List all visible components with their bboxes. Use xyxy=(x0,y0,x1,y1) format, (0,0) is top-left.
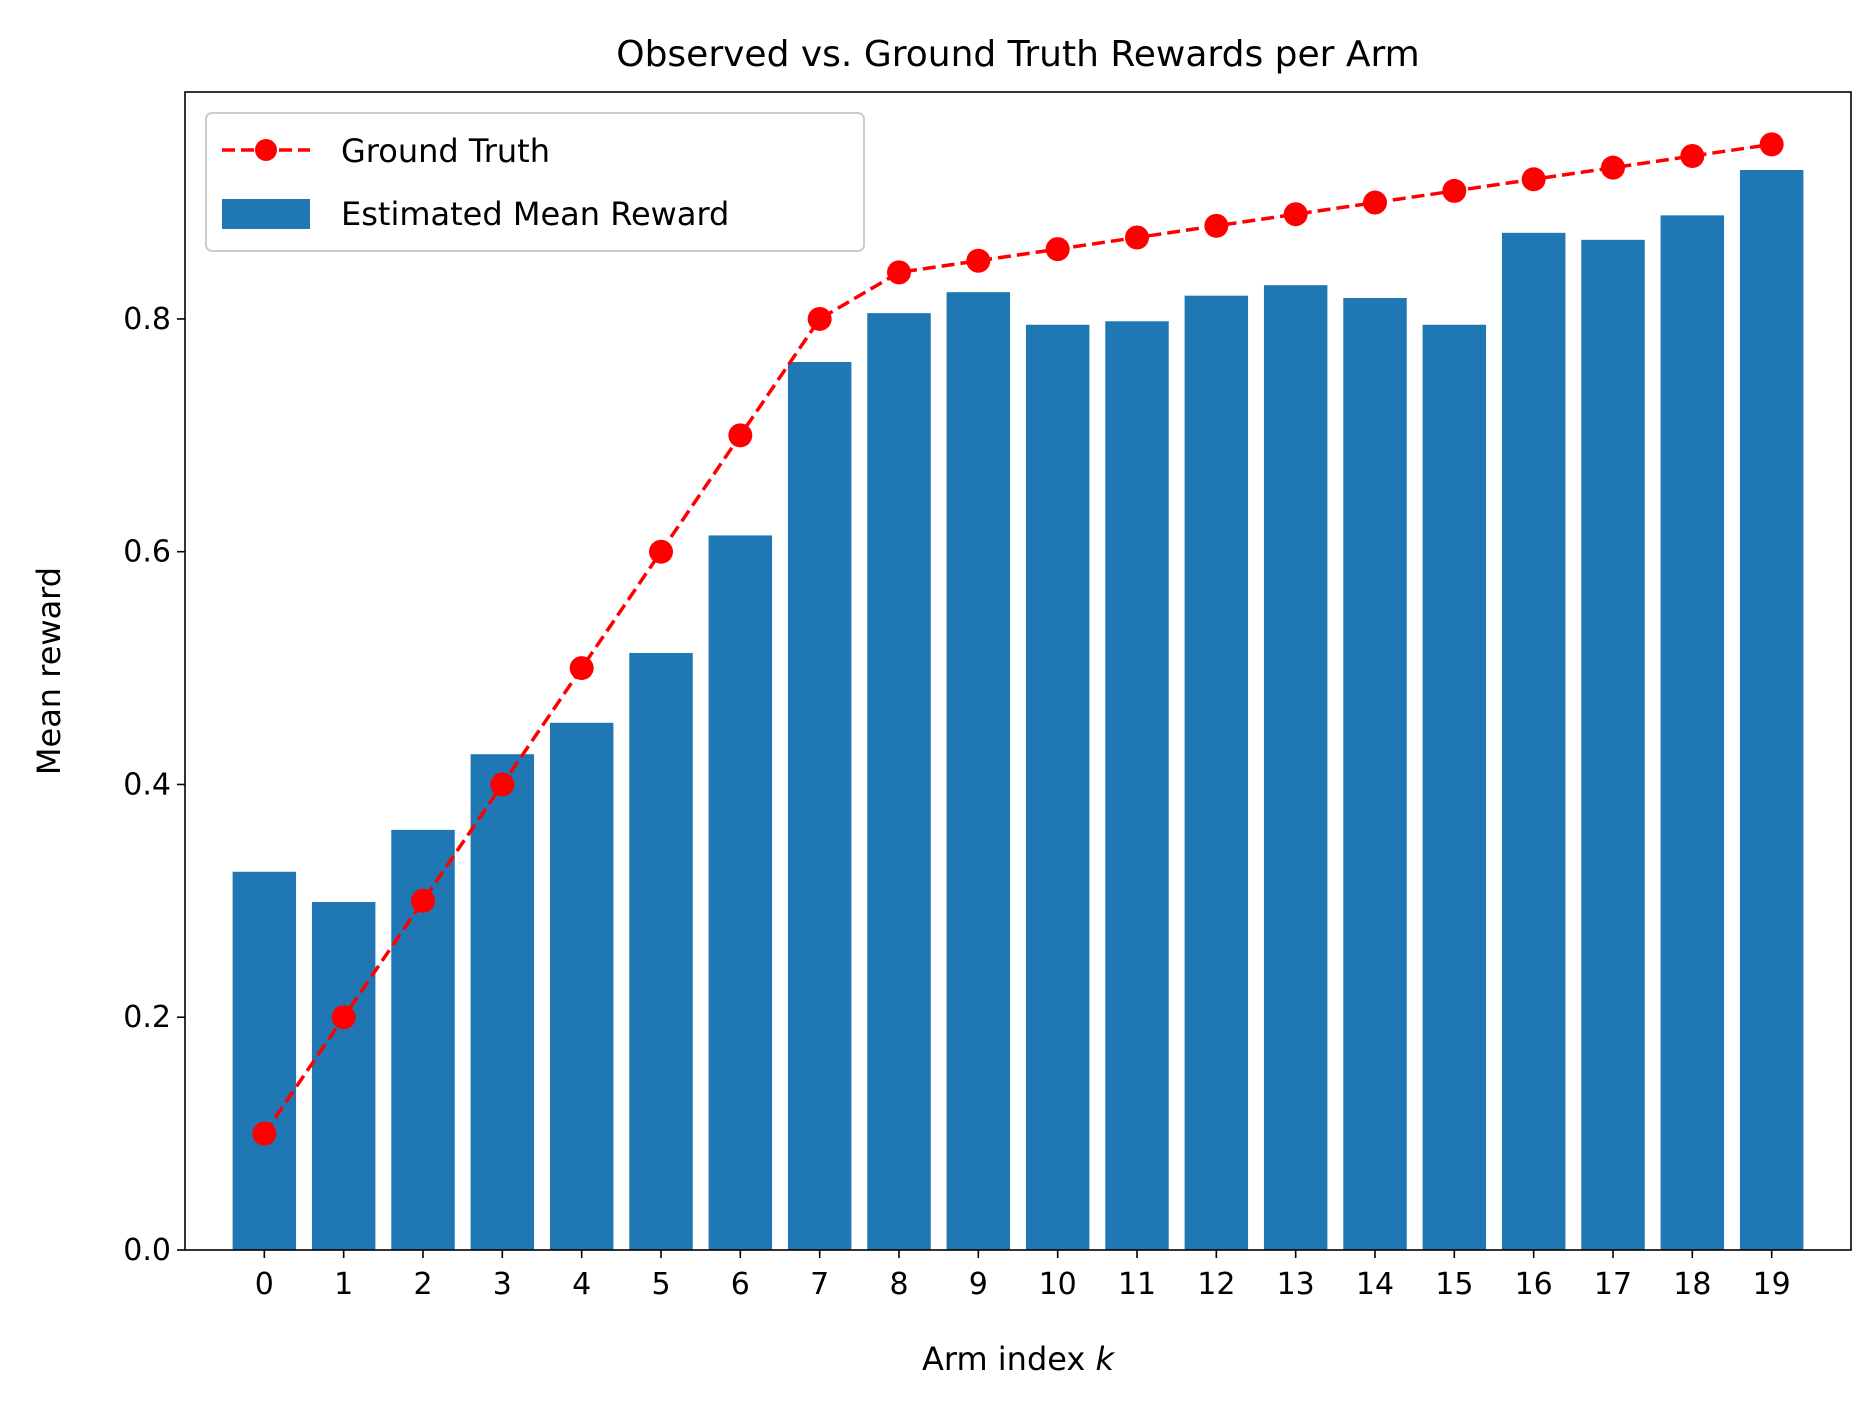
ground-truth-point-arm-11 xyxy=(1125,225,1149,250)
x-tick-label: 12 xyxy=(1197,1267,1235,1302)
ground-truth-point-arm-13 xyxy=(1283,202,1308,227)
bars-layer xyxy=(232,169,1804,1251)
bar-arm-6 xyxy=(708,535,773,1250)
ground-truth-point-arm-6 xyxy=(728,423,753,448)
bar-arm-14 xyxy=(1343,298,1407,1250)
x-tick-label: 15 xyxy=(1435,1267,1473,1302)
x-tick-label: 7 xyxy=(810,1267,829,1302)
bar-arm-11 xyxy=(1105,321,1169,1250)
y-axis: 0.0 0.2 0.4 0.6 0.8 xyxy=(123,302,185,1268)
ground-truth-point-arm-1 xyxy=(331,1005,356,1030)
bar-arm-3 xyxy=(470,754,535,1250)
bar-arm-4 xyxy=(549,722,614,1250)
y-tick-label: 0.0 xyxy=(123,1233,171,1268)
x-tick-label: 4 xyxy=(572,1267,591,1302)
ground-truth-point-arm-9 xyxy=(966,248,991,273)
ground-truth-point-arm-3 xyxy=(490,772,515,797)
x-axis-label: Arm index k xyxy=(922,1340,1116,1378)
plot-frame xyxy=(184,91,1852,1251)
ground-truth-point-arm-10 xyxy=(1045,237,1070,262)
ground-truth-point-arm-0 xyxy=(252,1121,277,1146)
x-tick-label: 18 xyxy=(1673,1267,1711,1302)
bar-arm-16 xyxy=(1501,232,1566,1250)
legend-ground-truth-label: Ground Truth xyxy=(341,132,550,170)
bar-arm-19 xyxy=(1739,169,1804,1251)
x-tick-label: 14 xyxy=(1356,1267,1394,1302)
bar-arm-18 xyxy=(1660,215,1725,1251)
legend-box xyxy=(205,112,865,252)
ground-truth-point-arm-12 xyxy=(1204,213,1229,238)
x-tick-label: 6 xyxy=(731,1267,750,1302)
x-tick-label: 0 xyxy=(255,1267,274,1302)
x-axis-label-text: Arm index xyxy=(922,1340,1096,1378)
bar-arm-9 xyxy=(946,292,1011,1250)
bar-arm-15 xyxy=(1422,324,1487,1250)
legend-estimated-swatch xyxy=(222,199,310,229)
bar-arm-7 xyxy=(787,362,852,1250)
legend: Ground Truth Estimated Mean Reward xyxy=(205,112,865,252)
y-tick-label: 0.4 xyxy=(123,767,171,802)
ground-truth-line xyxy=(262,142,1772,1135)
legend-ground-truth-marker xyxy=(255,139,277,161)
ground-truth-layer xyxy=(252,132,1784,1146)
x-tick-label: 17 xyxy=(1594,1267,1632,1302)
ground-truth-point-arm-7 xyxy=(807,306,832,331)
x-tick-label: 2 xyxy=(413,1267,432,1302)
bar-arm-10 xyxy=(1025,324,1090,1250)
chart-title: Observed vs. Ground Truth Rewards per Ar… xyxy=(616,34,1420,75)
ground-truth-point-arm-5 xyxy=(649,539,673,564)
bar-arm-13 xyxy=(1263,285,1328,1250)
bar-arm-17 xyxy=(1581,239,1645,1250)
bar-arm-8 xyxy=(867,313,931,1250)
x-tick-label: 13 xyxy=(1277,1267,1315,1302)
bar-arm-0 xyxy=(232,871,297,1250)
x-tick-label: 9 xyxy=(969,1267,988,1302)
ground-truth-point-arm-19 xyxy=(1759,132,1784,157)
bar-arm-5 xyxy=(629,652,693,1250)
ground-truth-point-arm-4 xyxy=(569,656,594,681)
ground-truth-point-arm-17 xyxy=(1601,155,1625,180)
x-tick-label: 10 xyxy=(1039,1267,1077,1302)
x-axis: 0 1 2 3 4 5 6 7 8 9 10 11 12 13 14 15 16 17 18 19 xyxy=(255,1250,1791,1302)
y-tick-label: 0.6 xyxy=(123,535,171,570)
legend-estimated-label: Estimated Mean Reward xyxy=(341,195,729,233)
ground-truth-point-arm-8 xyxy=(887,260,911,285)
x-tick-label: 5 xyxy=(651,1267,670,1302)
ground-truth-point-arm-14 xyxy=(1363,190,1387,215)
bar-arm-12 xyxy=(1184,295,1249,1250)
x-tick-label: 8 xyxy=(889,1267,908,1302)
ground-truth-point-arm-16 xyxy=(1521,167,1546,192)
x-axis-label-variable: k xyxy=(1096,1340,1116,1378)
x-tick-label: 11 xyxy=(1118,1267,1156,1302)
y-axis-label: Mean reward xyxy=(30,567,68,775)
ground-truth-point-arm-18 xyxy=(1680,144,1705,169)
x-tick-label: 1 xyxy=(334,1267,353,1302)
y-tick-label: 0.8 xyxy=(123,302,171,337)
ground-truth-point-arm-2 xyxy=(411,888,435,913)
bar-arm-1 xyxy=(311,902,376,1250)
y-tick-label: 0.2 xyxy=(123,1000,171,1035)
x-tick-label: 3 xyxy=(493,1267,512,1302)
x-tick-label: 19 xyxy=(1753,1267,1791,1302)
ground-truth-point-arm-15 xyxy=(1442,178,1467,203)
x-tick-label: 16 xyxy=(1515,1267,1553,1302)
